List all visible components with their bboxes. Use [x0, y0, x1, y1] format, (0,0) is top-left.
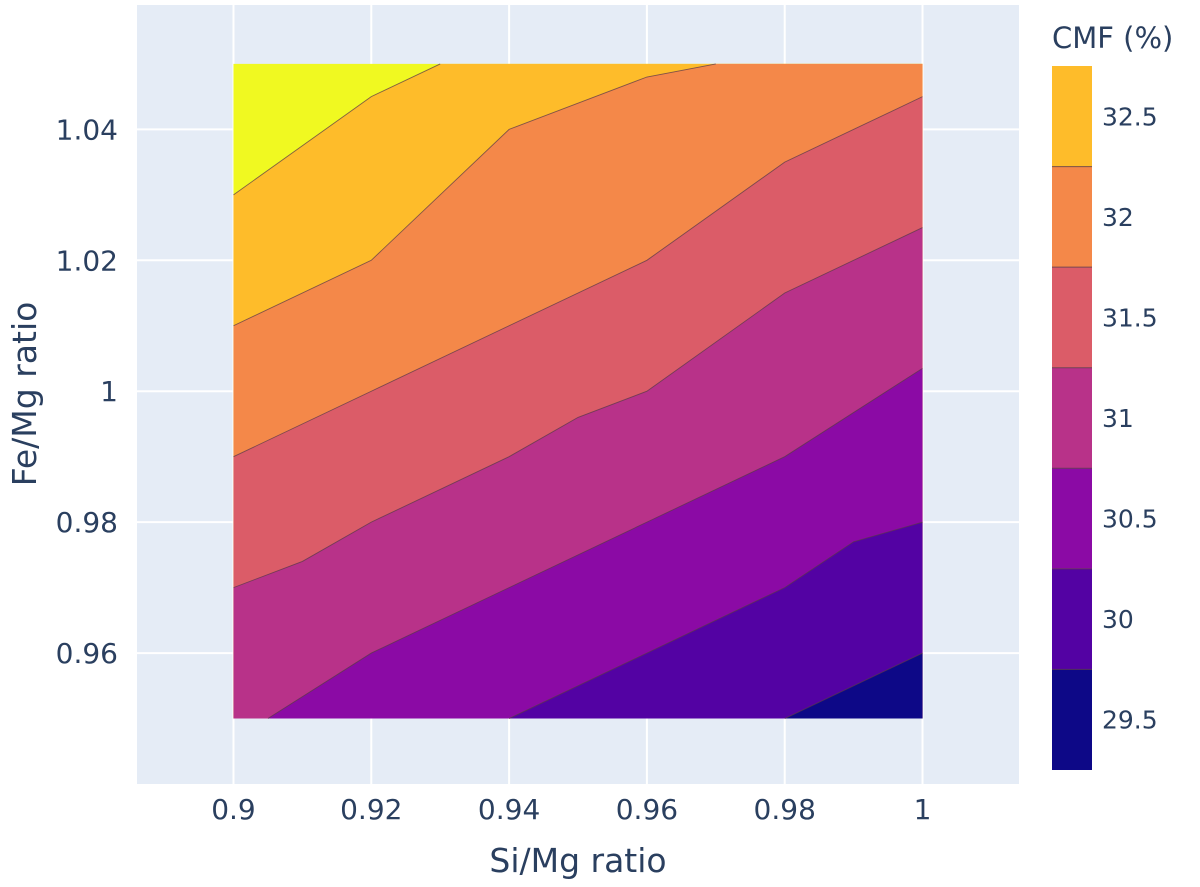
y-tick-label: 0.96 [56, 637, 118, 670]
colorbar-tick-label: 29.5 [1102, 706, 1158, 735]
contour-line [233, 96, 923, 458]
colorbar-segment [1052, 367, 1092, 469]
contour-line [784, 652, 923, 719]
x-tick-label: 0.96 [616, 793, 678, 826]
colorbar-tick-label: 30.5 [1102, 505, 1158, 534]
y-tick-label: 1.04 [56, 113, 118, 146]
x-tick-label: 1 [914, 793, 932, 826]
contour-line [508, 521, 923, 719]
x-tick-label: 0.98 [754, 793, 816, 826]
y-axis-title: Fe/Mg ratio [5, 302, 44, 487]
y-tick-label: 0.98 [56, 506, 118, 539]
colorbar-tick-label: 32.5 [1102, 102, 1158, 131]
y-axis-ticks: 0.96 0.98 1 1.02 1.04 [56, 113, 118, 670]
colorbar-segment [1052, 166, 1092, 268]
colorbar-segment [1052, 669, 1092, 770]
contour-line [267, 367, 923, 719]
colorbar-title: CMF (%) [1052, 21, 1173, 55]
contour-bands [233, 63, 923, 719]
contour-line [233, 227, 923, 589]
contour-line [233, 63, 441, 196]
colorbar-tick-label: 32 [1102, 203, 1134, 232]
colorbar-segment [1052, 568, 1092, 670]
colorbar-tick-label: 31 [1102, 404, 1134, 433]
x-tick-label: 0.94 [478, 793, 540, 826]
y-tick-label: 1 [100, 375, 118, 408]
contour-lines [233, 63, 923, 719]
y-tick-label: 1.02 [56, 244, 118, 277]
x-tick-label: 0.9 [211, 793, 256, 826]
x-axis-title: Si/Mg ratio [489, 841, 666, 880]
x-axis-ticks: 0.9 0.92 0.94 0.96 0.98 1 [211, 793, 931, 826]
contour-line [233, 63, 716, 327]
colorbar-segment [1052, 267, 1092, 368]
colorbar-segment [1052, 468, 1092, 569]
colorbar-tick-label: 31.5 [1102, 303, 1158, 332]
colorbar-segment [1052, 66, 1092, 167]
x-tick-label: 0.92 [340, 793, 402, 826]
colorbar: 29.5 30 30.5 31 31.5 32 32.5 [1052, 66, 1158, 770]
colorbar-tick-label: 30 [1102, 605, 1134, 634]
